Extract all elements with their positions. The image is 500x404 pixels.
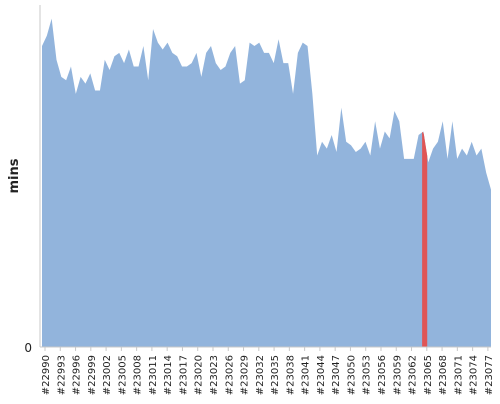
x-tick-label: #23005 [117, 355, 128, 395]
x-tick-label: #23056 [377, 355, 388, 395]
x-tick-label: #23047 [331, 355, 342, 395]
x-tick-label: #23026 [224, 355, 235, 395]
x-tick-label: #23065 [423, 355, 434, 395]
x-tick-label: #22993 [56, 355, 67, 395]
x-tick-label: #23020 [194, 355, 205, 395]
x-tick-label: #23044 [316, 355, 327, 395]
x-tick-label: #23011 [148, 355, 159, 395]
x-tick-label: #23077 [484, 355, 495, 395]
x-tick-label: #23032 [255, 355, 266, 395]
x-tick-label: #23059 [392, 355, 403, 395]
area-layer [42, 18, 491, 348]
x-tick-label: #23053 [362, 355, 373, 395]
x-tick-label: #23038 [285, 355, 296, 395]
x-tick-label: #23017 [178, 355, 189, 395]
x-tick-label: #23074 [469, 355, 480, 395]
x-tick-label: #23014 [163, 355, 174, 395]
x-tick-label: #23041 [301, 355, 312, 395]
x-tick-label: #23008 [133, 355, 144, 395]
x-ticks: #22990 #22993 #22996 #22999 #23002 #23005 #230… [41, 347, 495, 395]
area-series [42, 18, 491, 348]
x-tick-label: #22996 [72, 355, 83, 395]
x-tick-label: #23035 [270, 355, 281, 395]
x-tick-label: #22990 [41, 355, 52, 395]
highlight-layer [422, 131, 428, 347]
x-tick-label: #23029 [240, 355, 251, 395]
x-tick-label: #23002 [102, 355, 113, 395]
x-tick-label: #23023 [209, 355, 220, 395]
x-tick-label: #22999 [87, 355, 98, 395]
highlight-band [422, 131, 428, 347]
y-tick-label: 0 [24, 341, 32, 355]
x-tick-label: #23062 [408, 355, 419, 395]
x-tick-label: #23050 [346, 355, 357, 395]
x-tick-label: #23068 [438, 355, 449, 395]
x-tick-label: #23071 [453, 355, 464, 395]
y-axis-label: mins [7, 158, 22, 193]
